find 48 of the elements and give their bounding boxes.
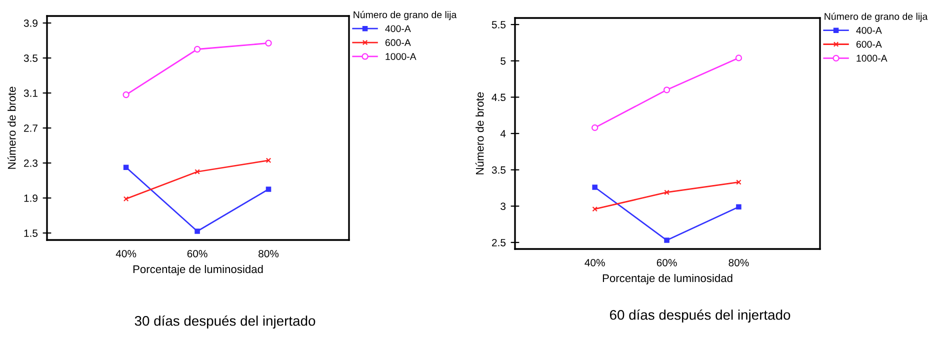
point <box>266 186 272 192</box>
point <box>663 86 670 94</box>
y-tick-label: 3.5 <box>492 166 506 174</box>
x-tick-label: 80% <box>728 258 749 266</box>
x-axis-title: Porcentaje de luminosidad <box>133 264 263 276</box>
y-tick-label: 2.3 <box>24 160 38 167</box>
point <box>592 184 598 190</box>
y-tick-label: 4 <box>500 130 506 138</box>
text: 30 días después del injertado <box>134 315 316 329</box>
legend-label: 400-A <box>856 26 882 34</box>
y-tick-label: 1.5 <box>24 230 38 237</box>
legend-label: 400-A <box>385 25 411 32</box>
legend-label: 1000-A <box>386 53 416 60</box>
point <box>123 164 129 170</box>
x-tick-label: 40% <box>116 250 136 258</box>
x-tick-label: 80% <box>258 250 279 258</box>
x-axis-title: Porcentaje de luminosidad <box>602 274 732 284</box>
y-tick-label: 2.7 <box>24 124 38 132</box>
point <box>122 91 130 98</box>
text: 60 días después del injertado <box>610 309 790 323</box>
y-tick-label: 4.5 <box>492 94 506 102</box>
point <box>194 228 200 234</box>
x-tick-label: 40% <box>584 258 605 266</box>
y-tick-label: 2.5 <box>492 238 506 246</box>
legend-title: Número de grano de lija <box>824 12 928 22</box>
legend-title: Número de grano de lija <box>354 10 457 20</box>
x-tick-label: 60% <box>187 250 208 258</box>
point <box>194 46 201 53</box>
point <box>664 238 670 243</box>
x-tick-label: 60% <box>656 258 677 266</box>
point <box>735 54 742 62</box>
point <box>265 40 272 46</box>
y-tick-label: 5 <box>500 57 506 65</box>
point <box>736 204 742 210</box>
y-axis-title: Número de brote <box>475 92 484 174</box>
legend-label: 600-A <box>856 40 882 48</box>
legend-label: 600-A <box>385 39 411 46</box>
point <box>592 124 598 132</box>
y-tick-label: 1.9 <box>24 194 38 202</box>
point <box>194 169 200 174</box>
point <box>664 190 670 195</box>
y-tick-label: 5.5 <box>492 21 506 28</box>
y-axis-title: Número de brote <box>7 86 16 169</box>
y-tick-label: 3.9 <box>24 20 38 27</box>
y-tick-label: 3 <box>500 202 506 210</box>
y-tick-label: 3.5 <box>24 54 38 62</box>
legend-label: 1000-A <box>856 54 888 62</box>
y-tick-label: 3.1 <box>24 90 38 97</box>
